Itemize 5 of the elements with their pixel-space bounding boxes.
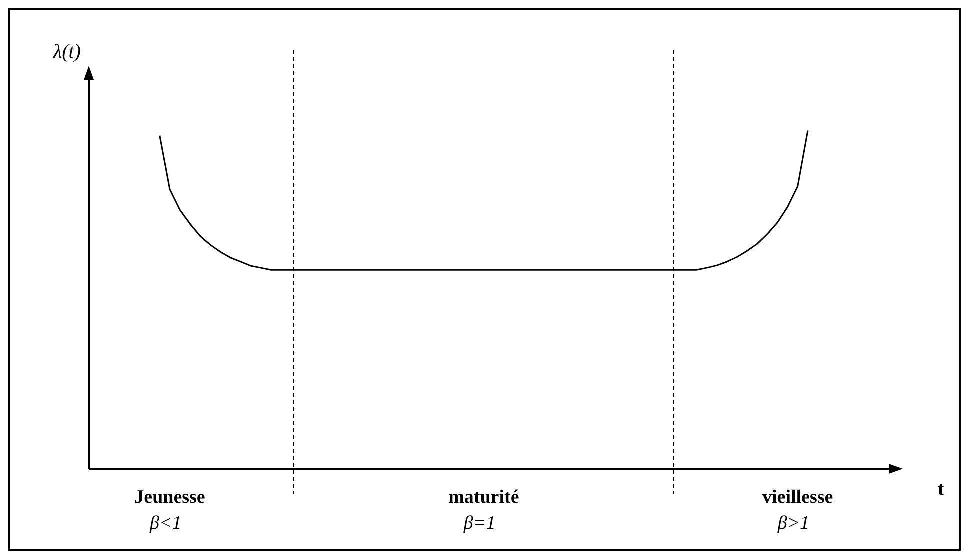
x-tick-label: vieillesse β>1 (762, 487, 834, 534)
x-axis-title: t (938, 479, 945, 500)
x-tick-label: Jeunesse β<1 (134, 487, 206, 534)
y-axis-title: λ(t) (52, 41, 82, 63)
x-tick-label: maturité β=1 (448, 487, 520, 534)
